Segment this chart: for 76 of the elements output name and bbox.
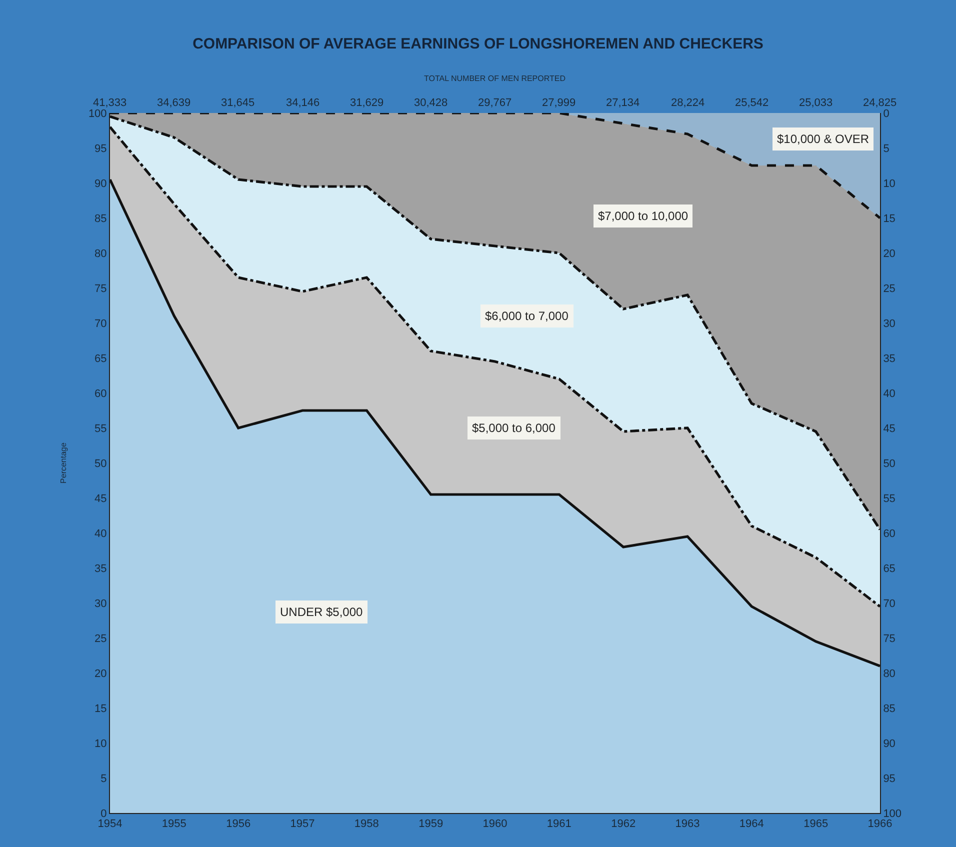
y2-tick-label: 95: [883, 772, 896, 785]
y-tick-label: 95: [94, 142, 107, 155]
y-tick-label: 85: [94, 212, 107, 225]
x-tick-label: 1959: [418, 818, 444, 830]
y2-tick-label: 90: [883, 738, 896, 750]
x-tick-label: 1963: [675, 818, 700, 830]
series-label: $6,000 to 7,000: [485, 309, 569, 323]
y-tick-label: 20: [94, 668, 107, 680]
x-tick-label: 1954: [98, 818, 122, 830]
text: 34,146: [286, 97, 320, 109]
chart-title: COMPARISON OF AVERAGE EARNINGS OF LONGSHOREMEN AND CHECKERS: [192, 36, 764, 53]
text: 31,645: [221, 97, 255, 109]
y2-tick-label: 85: [883, 702, 896, 715]
text: 34,639: [157, 97, 191, 109]
y2-tick-label: 5: [883, 142, 890, 155]
y2-tick-label: 50: [883, 458, 896, 470]
series-label: UNDER $5,000: [280, 605, 364, 619]
y-tick-label: 100: [88, 108, 107, 120]
y-tick-label: 80: [94, 248, 107, 260]
y2-tick-label: 65: [883, 562, 896, 575]
y2-tick-label: 0: [883, 108, 890, 120]
y-tick-label: 30: [94, 598, 107, 610]
y2-tick-label: 25: [883, 282, 896, 295]
x-tick-label: 1955: [162, 818, 186, 830]
x-tick-label: 1961: [546, 818, 572, 830]
text: 31,629: [350, 97, 384, 109]
text: 41,333: [93, 97, 127, 109]
y-axis-title: Percentage: [59, 442, 68, 484]
y2-tick-label: 15: [883, 212, 896, 225]
x-tick-label: 1960: [482, 818, 508, 830]
y-tick-label: 45: [94, 492, 107, 505]
x-tick-label: 1962: [611, 818, 636, 830]
y2-tick-label: 30: [883, 318, 896, 330]
y-tick-label: 15: [94, 702, 107, 715]
y2-tick-label: 35: [883, 352, 896, 365]
y-tick-label: 10: [94, 738, 107, 750]
series-label: $7,000 to 10,000: [598, 209, 688, 223]
y-tick-label: 5: [100, 772, 107, 785]
chart-subtitle: TOTAL NUMBER OF MEN REPORTED: [424, 74, 566, 83]
y2-tick-label: 80: [883, 668, 896, 680]
y2-tick-label: 70: [883, 598, 896, 610]
series-label: $10,000 & OVER: [777, 132, 870, 146]
x-tick-label: 1958: [354, 818, 379, 830]
text: 30,428: [414, 97, 448, 109]
y2-tick-label: 75: [883, 632, 896, 645]
text: 25,033: [799, 97, 833, 109]
text: 25,542: [735, 97, 769, 109]
y-tick-label: 90: [94, 178, 107, 190]
text: 28,224: [671, 97, 705, 109]
y-tick-label: 65: [94, 352, 107, 365]
x-tick-label: 1957: [290, 818, 315, 830]
y-tick-label: 0: [100, 808, 107, 820]
text: 29,767: [478, 97, 512, 109]
text: 27,134: [606, 97, 640, 109]
y-tick-label: 35: [94, 562, 107, 575]
x-tick-label: 1964: [739, 818, 764, 830]
x-tick-label: 1956: [226, 818, 251, 830]
y2-tick-label: 40: [883, 388, 896, 400]
y2-tick-label: 20: [883, 248, 896, 260]
series-label: $5,000 to 6,000: [472, 421, 556, 435]
y2-tick-label: 100: [883, 808, 902, 820]
y-tick-label: 50: [94, 458, 107, 470]
y2-tick-label: 55: [883, 492, 896, 505]
y-tick-label: 55: [94, 422, 107, 435]
text: 27,999: [542, 97, 576, 109]
y-tick-label: 75: [94, 282, 107, 295]
text: 24,825: [863, 97, 897, 109]
y2-tick-label: 60: [883, 528, 896, 540]
y2-tick-label: 10: [883, 178, 896, 190]
y-tick-label: 40: [94, 528, 107, 540]
y-tick-label: 70: [94, 318, 107, 330]
y-tick-label: 60: [94, 388, 107, 400]
y-tick-label: 25: [94, 632, 107, 645]
x-tick-label: 1965: [804, 818, 828, 830]
y2-tick-label: 45: [883, 422, 896, 435]
x-tick-label: 1966: [868, 818, 892, 830]
